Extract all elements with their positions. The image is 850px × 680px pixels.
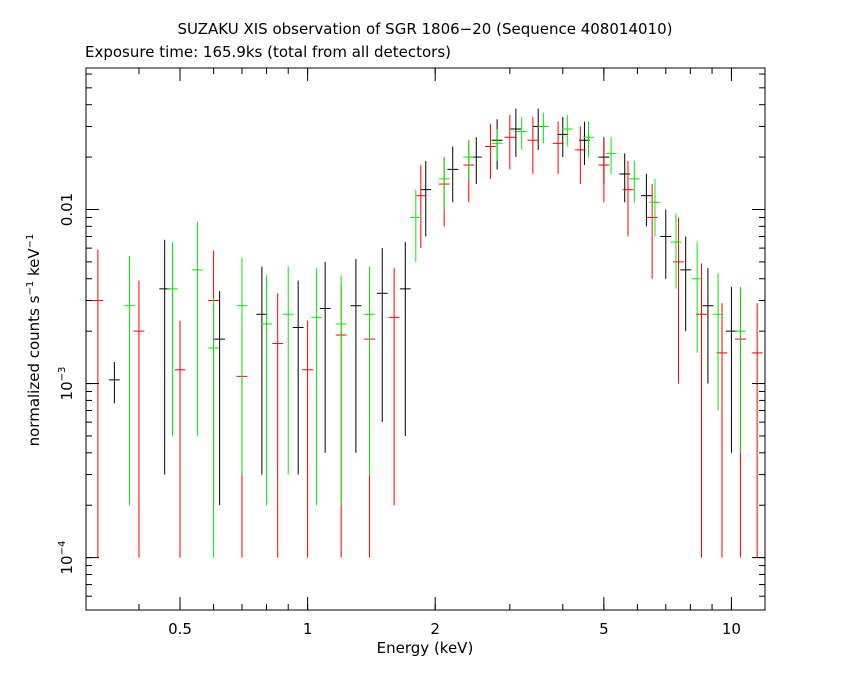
data-point: [691, 242, 703, 353]
y-tick-exponent: −4: [57, 541, 68, 556]
data-point: [510, 108, 522, 158]
data-point: [751, 303, 763, 558]
data-point: [167, 242, 178, 436]
data-point: [646, 184, 658, 279]
data-point: [583, 121, 594, 158]
chart-subtitle: Exposure time: 165.9ks (total from all d…: [85, 43, 452, 61]
data-point: [236, 257, 248, 475]
data-point: [640, 173, 652, 227]
data-point: [605, 137, 617, 174]
y-tick-base: 10: [58, 381, 76, 400]
data-point: [311, 268, 323, 506]
data-point: [159, 239, 171, 475]
data-point: [319, 261, 331, 453]
data-point: [649, 178, 661, 237]
data-point: [174, 320, 186, 558]
data-point: [557, 116, 569, 158]
chart-title: SUZAKU XIS observation of SGR 1806−20 (S…: [177, 20, 673, 38]
data-layer: [92, 108, 763, 558]
series-1: [92, 114, 763, 558]
data-point: [208, 298, 220, 558]
plot-frame: [85, 67, 766, 611]
data-point: [410, 189, 422, 262]
data-point: [192, 221, 204, 436]
data-point: [673, 217, 684, 384]
data-point: [660, 209, 672, 279]
data-point: [598, 140, 610, 203]
data-point: [470, 137, 482, 185]
data-point: [527, 116, 539, 174]
data-point: [628, 160, 640, 203]
data-point: [415, 165, 427, 249]
x-axis-label: Energy (keV): [376, 639, 474, 657]
data-point: [420, 160, 432, 237]
data-point: [619, 153, 631, 203]
data-point: [725, 286, 737, 453]
data-point: [484, 123, 496, 179]
data-point: [532, 108, 544, 150]
data-point: [335, 275, 347, 506]
data-point: [92, 249, 104, 558]
data-point: [537, 112, 549, 144]
series-0: [108, 108, 737, 506]
data-point: [491, 129, 503, 161]
data-point: [552, 121, 564, 174]
x-tick-label: 5: [599, 620, 609, 638]
data-point: [463, 140, 475, 179]
x-tick-label: 10: [722, 620, 741, 638]
data-point: [282, 266, 294, 475]
data-point: [447, 146, 459, 203]
data-point: [272, 293, 284, 558]
data-point: [438, 157, 450, 210]
y-tick-label: 10−4: [57, 541, 76, 575]
y-tick-label: 0.01: [58, 193, 76, 226]
x-tick-label: 0.5: [168, 620, 192, 638]
data-point: [292, 280, 304, 475]
data-point: [702, 268, 714, 384]
data-point: [504, 114, 516, 170]
y-tick-exponent: −3: [57, 367, 68, 382]
y-tick-label: 10−3: [57, 367, 76, 401]
x-tick-label: 1: [303, 620, 313, 638]
data-point: [364, 266, 375, 475]
axes-layer: [85, 67, 766, 611]
data-point: [574, 126, 586, 185]
data-point: [622, 160, 634, 237]
data-point: [108, 361, 120, 404]
data-point: [680, 236, 692, 332]
data-point: [124, 256, 135, 506]
data-point: [261, 275, 272, 506]
data-point: [561, 114, 573, 147]
x-tick-label: 2: [430, 620, 440, 638]
data-point: [256, 266, 268, 475]
data-point: [214, 291, 226, 506]
data-point: [399, 242, 411, 436]
data-point: [350, 258, 362, 453]
data-point: [516, 116, 528, 150]
series-2: [124, 112, 746, 558]
data-point: [376, 248, 388, 423]
data-point: [388, 268, 400, 506]
data-point: [302, 320, 314, 558]
data-point: [734, 286, 746, 453]
data-point: [670, 213, 682, 289]
data-point: [712, 273, 724, 411]
data-point: [696, 263, 707, 558]
y-tick-base: 10: [58, 555, 76, 574]
data-point: [133, 280, 145, 558]
